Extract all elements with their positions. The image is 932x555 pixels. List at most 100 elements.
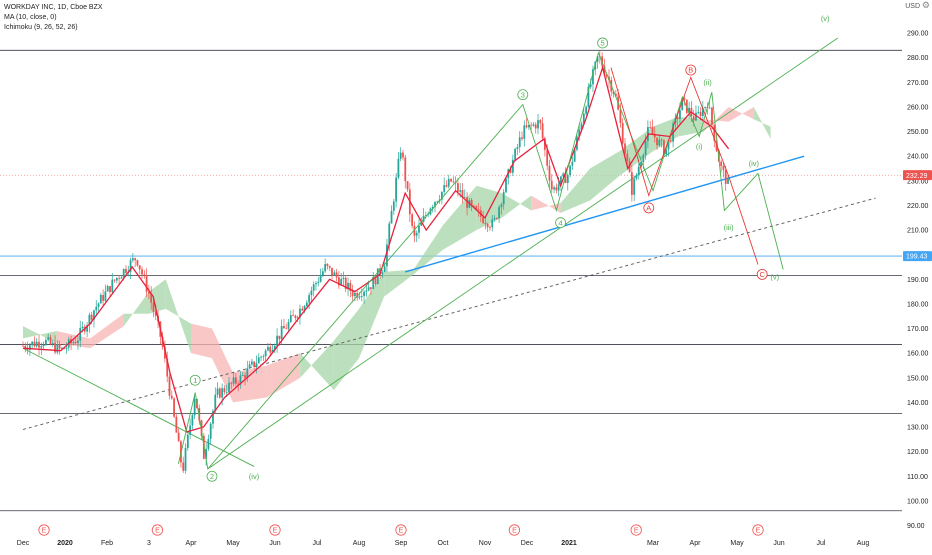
candle-body: [482, 216, 484, 223]
earnings-marker[interactable]: [395, 524, 407, 536]
wave-label: 4: [559, 218, 563, 227]
earnings-marker[interactable]: [508, 524, 521, 536]
candle-body: [264, 350, 267, 357]
candle-body: [51, 342, 54, 345]
candle-body: [642, 155, 645, 163]
moving-average-line: [22, 65, 730, 433]
candle-body: [434, 201, 436, 207]
candle-body: [305, 302, 308, 307]
candle-body: [493, 218, 496, 220]
time-tick-label: Feb: [101, 540, 113, 547]
candle-body: [280, 326, 283, 340]
cloud-segment: [23, 326, 57, 344]
wave-label: (v): [821, 14, 830, 23]
candle-body: [676, 117, 679, 119]
candle-body: [301, 308, 304, 311]
candle-body: [58, 343, 61, 349]
price-tick-label: 240.00: [907, 154, 929, 161]
candle-body: [695, 112, 697, 121]
price-tick-label: 160.00: [907, 351, 929, 358]
wave-count-paths[interactable]: [177, 51, 784, 470]
candle-body: [79, 328, 82, 341]
candle-body: [255, 363, 258, 368]
wave-label-circle: [189, 374, 201, 386]
cloud-segment: [413, 225, 443, 275]
trendlines[interactable]: [22, 37, 876, 470]
candle-body: [367, 287, 370, 291]
candle-body: [97, 303, 100, 307]
time-tick-label: Apr: [690, 540, 702, 547]
earnings-marker[interactable]: [38, 524, 50, 536]
wave-path-red[interactable]: [610, 67, 759, 265]
candle-body: [587, 86, 590, 107]
trendline-green-long[interactable]: [207, 37, 839, 470]
wave-label: (iii): [724, 223, 734, 232]
price-tick-label: 170.00: [907, 326, 929, 333]
candle-body: [383, 266, 386, 273]
candle-body: [635, 174, 638, 179]
price-tick-label: 210.00: [907, 228, 929, 235]
candle-body: [337, 277, 340, 286]
candle-body: [354, 292, 356, 297]
candle-body: [656, 137, 658, 146]
candle-body: [223, 388, 226, 393]
candle-body: [381, 272, 384, 275]
candle-body: [230, 382, 233, 384]
candle-body: [358, 296, 361, 298]
candle-body: [129, 260, 132, 272]
candle-body: [461, 190, 464, 198]
candle-body: [491, 219, 494, 228]
gear-icon[interactable]: ⚙: [921, 0, 930, 10]
candle-body: [525, 125, 528, 128]
candle-body: [360, 296, 363, 297]
trendline-green-left[interactable]: [22, 347, 255, 467]
candle-body: [273, 345, 276, 350]
candle-body: [596, 56, 599, 62]
candle-body: [113, 279, 116, 281]
earnings-marker[interactable]: [269, 524, 281, 536]
cloud-segment: [531, 195, 561, 213]
candle-body: [209, 423, 212, 439]
earnings-marker[interactable]: [151, 524, 163, 536]
time-tick-label: Aug: [857, 540, 870, 547]
candle-body: [296, 317, 299, 319]
candle-body: [99, 294, 102, 304]
candle-body: [125, 268, 127, 273]
candle-body: [392, 201, 395, 211]
time-axis[interactable]: Dec 2020 Feb 3 Apr May Jun Jul Aug Sep Oct Nov Dec 20…: [17, 540, 870, 547]
candle-body: [669, 140, 672, 142]
candle-body: [539, 120, 542, 124]
wave-path-green[interactable]: [177, 51, 784, 470]
candle-body: [184, 448, 187, 471]
candle-body: [550, 180, 553, 190]
candle-body: [321, 271, 324, 276]
candle-body: [115, 277, 118, 281]
candle-body: [640, 162, 642, 167]
earnings-marker[interactable]: [630, 524, 642, 536]
trendline-blue-support[interactable]: [405, 155, 805, 273]
candle-body: [93, 310, 95, 320]
candle-body: [626, 153, 629, 161]
wave-label-circle: [756, 268, 768, 280]
candle-body: [315, 283, 317, 285]
candle-body: [724, 169, 727, 184]
candle-body: [65, 347, 68, 349]
price-tick-label: 260.00: [907, 104, 929, 111]
candle-body: [459, 190, 462, 192]
candle-body: [44, 339, 47, 345]
cloud-segment: [90, 313, 124, 349]
earnings-marker[interactable]: [752, 524, 764, 536]
cloud-segment: [753, 106, 771, 139]
time-tick-label: Apr: [186, 540, 198, 547]
time-tick-label: Dec: [521, 540, 534, 547]
candle-body: [109, 286, 111, 293]
candle-body: [95, 306, 98, 311]
price-tick-label: 140.00: [907, 400, 929, 407]
candle-body: [218, 388, 221, 398]
candle-body: [363, 291, 365, 297]
price-axis[interactable]: 90.00 100.00 110.00 120.00 130.00 140.00 150.0…: [903, 31, 932, 530]
candle-body: [351, 291, 354, 297]
